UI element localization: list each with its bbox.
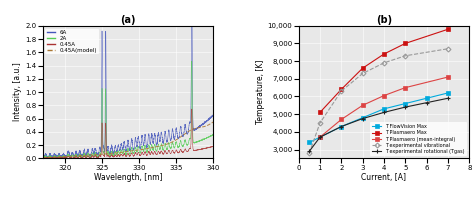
Line: T experimental vibrational: T experimental vibrational bbox=[308, 47, 450, 155]
T FlowVision Max bbox=[381, 108, 387, 110]
T Plasmaero (mean-integral) bbox=[381, 94, 387, 97]
T experimental rotational (Tgas) bbox=[317, 136, 323, 138]
T Plasmaero Max bbox=[317, 111, 323, 114]
T experimental rotational (Tgas) bbox=[360, 117, 365, 120]
Y-axis label: Temperature, [K]: Temperature, [K] bbox=[256, 60, 265, 124]
Legend: T FlowVision Max, T Plasmaero Max, T Plasmaero (mean-integral), T experimental v: T FlowVision Max, T Plasmaero Max, T Pla… bbox=[370, 122, 467, 156]
T experimental vibrational bbox=[445, 48, 451, 50]
T Plasmaero (mean-integral) bbox=[338, 118, 344, 121]
T Plasmaero Max bbox=[445, 28, 451, 30]
T FlowVision Max bbox=[338, 125, 344, 128]
T experimental rotational (Tgas) bbox=[424, 102, 429, 104]
T experimental rotational (Tgas) bbox=[306, 150, 312, 152]
Line: T experimental rotational (Tgas): T experimental rotational (Tgas) bbox=[307, 96, 450, 154]
T experimental vibrational bbox=[402, 55, 408, 57]
T experimental vibrational bbox=[317, 122, 323, 124]
T Plasmaero (mean-integral) bbox=[445, 76, 451, 78]
T Plasmaero (mean-integral) bbox=[317, 136, 323, 138]
Title: (b): (b) bbox=[376, 15, 392, 25]
T FlowVision Max bbox=[360, 117, 365, 119]
X-axis label: Current, [A]: Current, [A] bbox=[362, 173, 406, 182]
T Plasmaero (mean-integral) bbox=[402, 87, 408, 89]
X-axis label: Wavelength, [nm]: Wavelength, [nm] bbox=[94, 173, 162, 182]
T Plasmaero Max bbox=[360, 67, 365, 69]
T Plasmaero Max bbox=[402, 42, 408, 45]
T experimental rotational (Tgas) bbox=[338, 125, 344, 128]
Line: T FlowVision Max: T FlowVision Max bbox=[308, 91, 450, 144]
T Plasmaero Max bbox=[338, 88, 344, 91]
Title: (a): (a) bbox=[120, 15, 136, 25]
T FlowVision Max bbox=[445, 92, 451, 94]
Line: T Plasmaero (mean-integral): T Plasmaero (mean-integral) bbox=[318, 75, 450, 139]
T experimental vibrational bbox=[381, 62, 387, 64]
T experimental rotational (Tgas) bbox=[381, 111, 387, 114]
Y-axis label: Intensity, [a.u.]: Intensity, [a.u.] bbox=[13, 63, 22, 121]
T Plasmaero Max bbox=[381, 53, 387, 55]
T FlowVision Max bbox=[306, 141, 312, 144]
Legend: 6A, 2A, 0.45A, 0.45A(model): 6A, 2A, 0.45A, 0.45A(model) bbox=[46, 29, 99, 54]
T experimental rotational (Tgas) bbox=[445, 97, 451, 99]
T experimental vibrational bbox=[306, 152, 312, 154]
Line: T Plasmaero Max: T Plasmaero Max bbox=[318, 28, 450, 114]
T FlowVision Max bbox=[402, 102, 408, 105]
T Plasmaero (mean-integral) bbox=[360, 104, 365, 107]
T experimental vibrational bbox=[338, 90, 344, 92]
T FlowVision Max bbox=[317, 136, 323, 138]
T FlowVision Max bbox=[424, 97, 429, 99]
T experimental rotational (Tgas) bbox=[402, 106, 408, 108]
T experimental vibrational bbox=[360, 72, 365, 75]
